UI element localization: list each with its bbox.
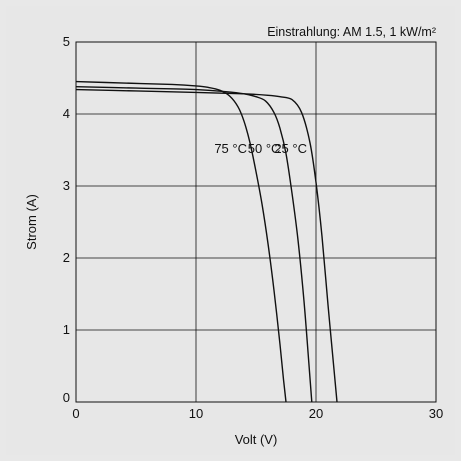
series-line-2 xyxy=(75,80,287,403)
irradiance-annotation: Einstrahlung: AM 1.5, 1 kW/m² xyxy=(267,25,436,39)
series-line-1 xyxy=(75,85,313,403)
x-tick-labels: 0 10 20 30 xyxy=(72,406,443,421)
x-tick-label: 10 xyxy=(189,406,203,421)
series-line-0 xyxy=(75,88,338,403)
y-tick-label: 2 xyxy=(63,250,70,265)
chart-container: 0 10 20 30 0 1 2 3 4 5 25 °C 50 °C 75 °C Einstrahl… xyxy=(6,6,455,455)
y-tick-label: 1 xyxy=(63,322,70,337)
x-axis-label: Volt (V) xyxy=(235,432,278,447)
series-label-0: 25 °C xyxy=(274,141,307,156)
y-tick-labels: 0 1 2 3 4 5 xyxy=(63,34,70,405)
series-lines xyxy=(75,80,338,403)
y-axis-label: Strom (A) xyxy=(24,194,39,250)
iv-curve-chart: 0 10 20 30 0 1 2 3 4 5 25 °C50 °C75 °C Einstrahl… xyxy=(24,25,443,447)
series-label-1: 50 °C xyxy=(248,141,281,156)
plot-area xyxy=(76,42,436,402)
y-tick-label: 4 xyxy=(63,106,70,121)
y-tick-label: 3 xyxy=(63,178,70,193)
y-tick-label: 5 xyxy=(63,34,70,49)
y-tick-label: 0 xyxy=(63,390,70,405)
series-labels: 25 °C50 °C75 °C xyxy=(214,141,307,156)
series-label-2: 75 °C xyxy=(214,141,247,156)
x-tick-label: 20 xyxy=(309,406,323,421)
x-tick-label: 30 xyxy=(429,406,443,421)
plot-frame xyxy=(75,41,437,403)
x-tick-label: 0 xyxy=(72,406,79,421)
